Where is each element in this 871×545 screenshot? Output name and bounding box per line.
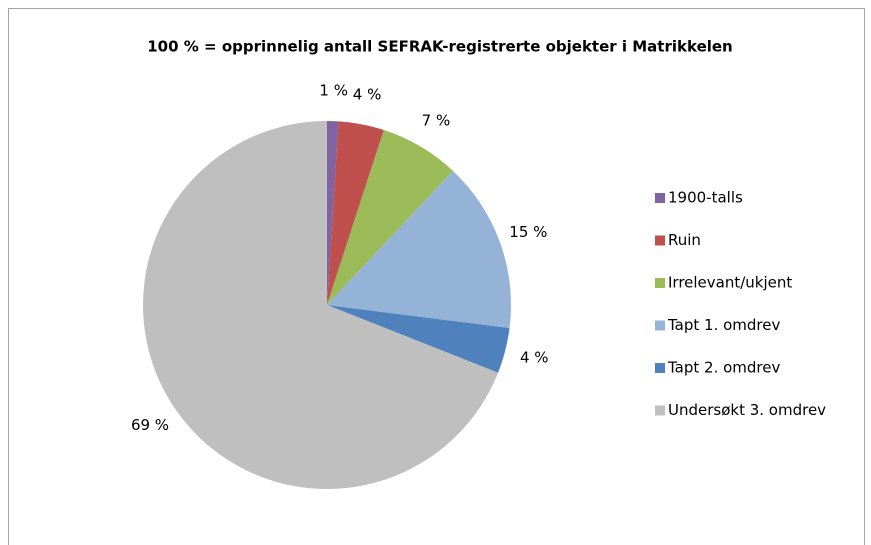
legend-label: Tapt 2. omdrev bbox=[667, 359, 780, 377]
pie-slice bbox=[327, 130, 453, 305]
legend-label: Undersøkt 3. omdrev bbox=[668, 401, 826, 419]
legend-swatch bbox=[655, 363, 665, 373]
legend-swatch bbox=[655, 278, 665, 288]
legend-swatch bbox=[655, 405, 665, 416]
chart-title: 100 % = opprinnelig antall SEFRAK-regist… bbox=[147, 38, 732, 56]
data-label: 7 % bbox=[422, 111, 451, 129]
chart-border bbox=[8, 8, 865, 545]
pie-slice bbox=[327, 305, 510, 373]
data-label: 1 % bbox=[319, 82, 348, 100]
data-label: 4 % bbox=[520, 349, 549, 367]
legend-label: Ruin bbox=[668, 231, 701, 249]
legend-swatch bbox=[655, 320, 665, 331]
legend-swatch bbox=[655, 235, 665, 246]
pie-slice bbox=[327, 121, 339, 305]
pie-slice bbox=[327, 121, 384, 305]
data-label: 15 % bbox=[509, 223, 547, 241]
pie-slice bbox=[143, 121, 499, 489]
legend-label: 1900-talls bbox=[668, 189, 743, 207]
legend-label: Irrelevant/ukjent bbox=[668, 274, 792, 292]
legend-label: Tapt 1. omdrev bbox=[667, 316, 780, 334]
pie-slice bbox=[327, 170, 511, 329]
data-label: 69 % bbox=[131, 416, 169, 434]
legend-swatch bbox=[655, 193, 665, 203]
data-label: 4 % bbox=[353, 85, 382, 103]
